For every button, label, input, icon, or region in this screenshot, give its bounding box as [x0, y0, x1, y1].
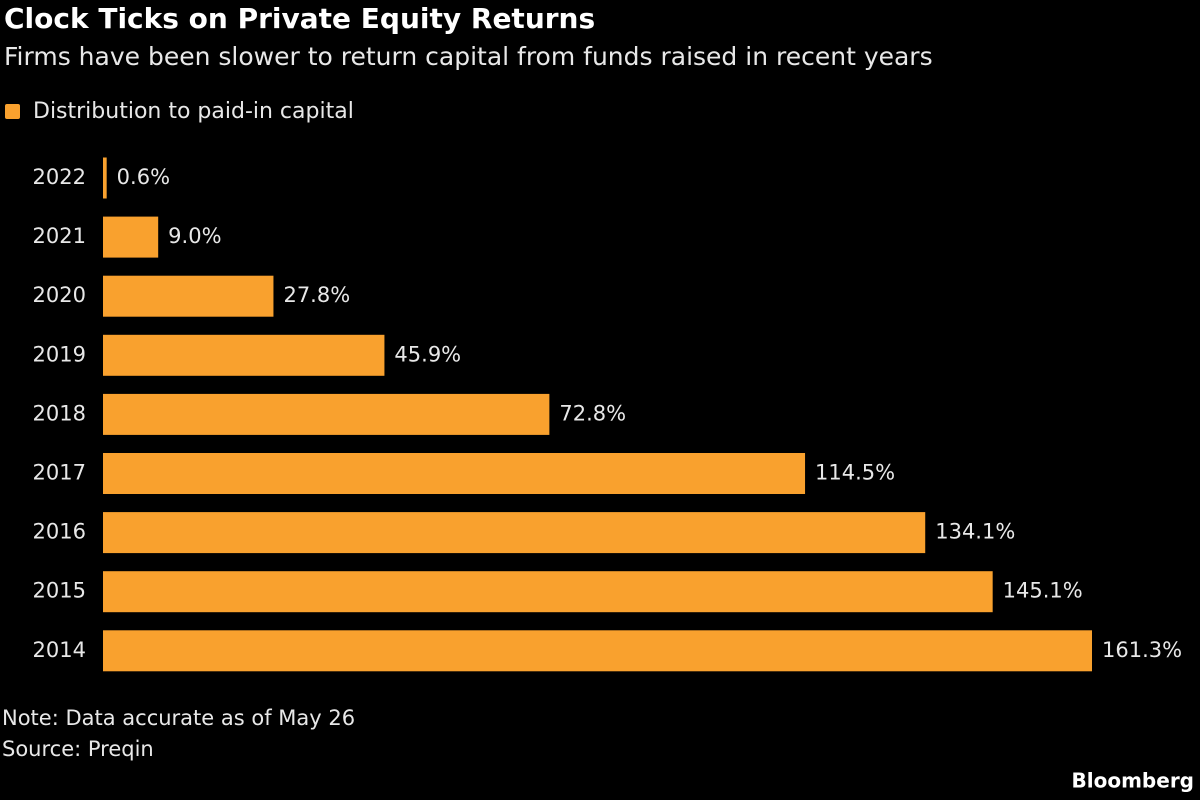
- chart-subtitle: Firms have been slower to return capital…: [4, 42, 933, 71]
- legend-swatch: [5, 104, 20, 119]
- value-label: 0.6%: [117, 165, 170, 189]
- y-tick-label: 2014: [33, 638, 86, 662]
- y-tick-label: 2022: [33, 165, 86, 189]
- note: Note: Data accurate as of May 26: [2, 706, 355, 730]
- bar: [103, 275, 274, 317]
- bar: [103, 630, 1092, 672]
- bar: [103, 216, 159, 258]
- credit: Bloomberg: [1072, 769, 1194, 793]
- value-label: 145.1%: [1003, 579, 1083, 603]
- value-label: 134.1%: [935, 520, 1015, 544]
- y-tick-label: 2016: [33, 520, 86, 544]
- value-label: 72.8%: [559, 401, 626, 425]
- bar: [103, 571, 993, 613]
- bar: [103, 393, 550, 435]
- value-label: 27.8%: [283, 283, 350, 307]
- bar: [103, 453, 806, 494]
- y-tick-label: 2018: [33, 401, 86, 425]
- value-label: 161.3%: [1102, 638, 1182, 662]
- y-tick-label: 2021: [33, 224, 86, 248]
- y-tick-label: 2019: [33, 342, 86, 366]
- y-tick-label: 2020: [33, 283, 86, 307]
- source: Source: Preqin: [2, 737, 154, 761]
- chart-title: Clock Ticks on Private Equity Returns: [4, 2, 595, 35]
- bar: [103, 512, 926, 554]
- value-label: 114.5%: [815, 461, 895, 485]
- y-tick-label: 2015: [33, 579, 86, 603]
- value-label: 45.9%: [394, 342, 461, 366]
- y-tick-label: 2017: [33, 461, 86, 485]
- bar: [103, 157, 107, 199]
- legend-label: Distribution to paid-in capital: [33, 99, 354, 124]
- bar: [103, 334, 385, 376]
- value-label: 9.0%: [168, 224, 221, 248]
